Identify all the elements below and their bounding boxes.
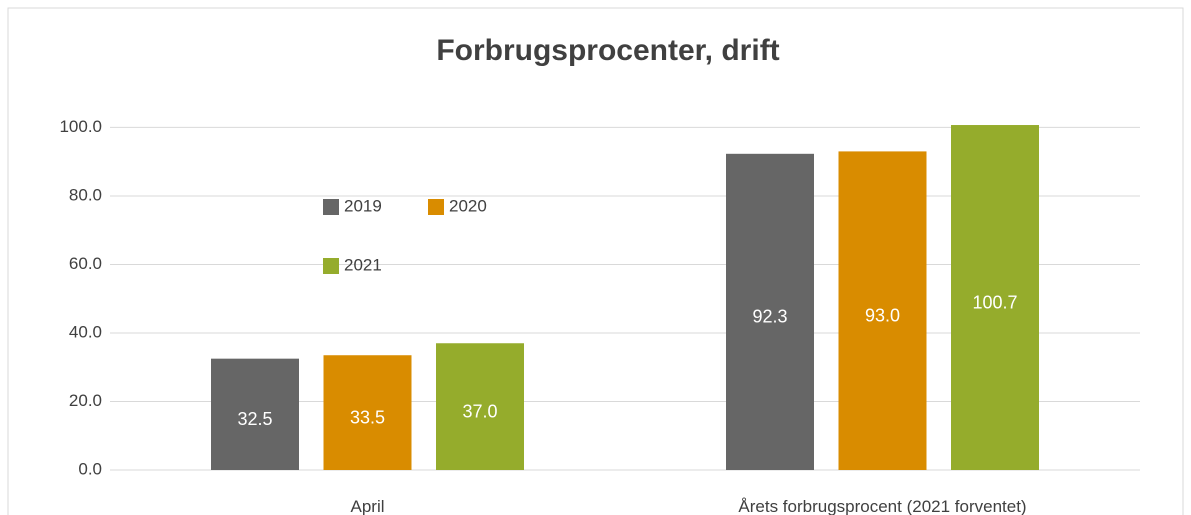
bar: [436, 343, 524, 470]
y-tick-label: 60.0: [69, 254, 102, 273]
chart-title: Forbrugsprocenter, drift: [436, 34, 779, 67]
legend-swatch: [323, 258, 339, 274]
bar: [838, 151, 927, 470]
bar: [726, 153, 814, 470]
value-label: 92.3: [752, 307, 787, 327]
legend-label: 2021: [344, 255, 382, 274]
y-tick-label: 100.0: [59, 117, 102, 136]
value-label: 32.5: [237, 409, 272, 429]
value-label: 93.0: [865, 305, 900, 325]
bar: [211, 358, 299, 470]
legend-swatch: [323, 199, 339, 215]
y-tick-label: 40.0: [69, 322, 102, 341]
legend-label: 2020: [449, 196, 487, 215]
y-tick-label: 0.0: [78, 459, 102, 478]
legend-swatch: [428, 199, 444, 215]
y-tick-label: 20.0: [69, 391, 102, 410]
value-label: 100.7: [972, 292, 1017, 312]
legend-label: 2019: [344, 196, 382, 215]
bar: [323, 355, 412, 470]
value-label: 37.0: [462, 401, 497, 421]
bar: [951, 125, 1039, 471]
x-tick-label: April: [350, 497, 384, 515]
x-tick-label: Årets forbrugsprocent (2021 forventet): [738, 497, 1026, 515]
y-tick-label: 80.0: [69, 185, 102, 204]
value-label: 33.5: [350, 407, 385, 427]
